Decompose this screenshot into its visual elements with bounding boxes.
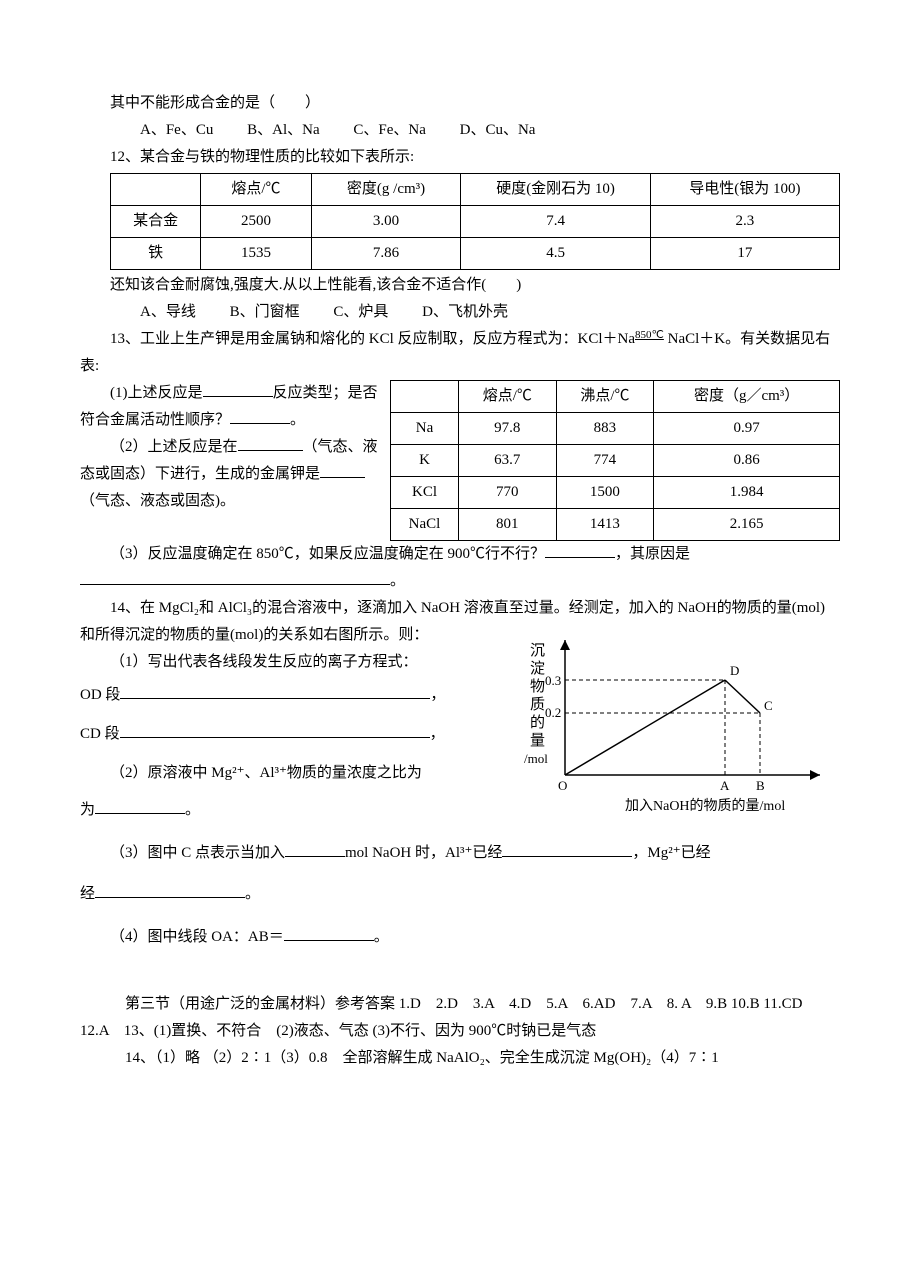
svg-text:B: B <box>756 778 765 793</box>
table-row: 某合金 2500 3.00 7.4 2.3 <box>111 206 840 238</box>
line-od <box>565 680 725 775</box>
blank <box>120 737 430 738</box>
table-row: KCl77015001.984 <box>391 477 840 509</box>
xlabel: 加入NaOH的物质的量/mol <box>625 798 785 814</box>
svg-text:0.2: 0.2 <box>545 705 561 720</box>
svg-text:淀: 淀 <box>530 660 545 677</box>
q14-p2b: 为。 <box>80 797 495 824</box>
q14-p1: （1）写出代表各线段发生反应的离子方程式： <box>80 649 495 676</box>
q14-p3: （3）图中 C 点表示当加入mol NaOH 时，Al³⁺已经，Mg²⁺已经 <box>80 840 840 867</box>
blank <box>545 557 615 558</box>
arrow-icon <box>560 640 570 650</box>
q11-opt-a: A、Fe、Cu <box>140 122 213 138</box>
q12-opt-d: D、飞机外壳 <box>422 304 508 320</box>
q14: 14、在 MgCl₂和 AlCl₃的混合溶液中，逐滴加入 NaOH 溶液直至过量… <box>80 595 840 824</box>
q11-opt-b: B、Al、Na <box>247 122 320 138</box>
table-row: 铁 1535 7.86 4.5 17 <box>111 238 840 270</box>
svg-text:O: O <box>558 778 567 793</box>
q11-opt-d: D、Cu、Na <box>460 122 536 138</box>
answers-line2: 14、（1）略 （2）2∶1（3）0.8 全部溶解生成 NaAlO₂、完全生成沉… <box>80 1045 840 1072</box>
q13-p3: （3）反应温度确定在 850℃，如果反应温度确定在 900℃行不行？，其原因是。 <box>80 541 840 595</box>
svg-text:D: D <box>730 663 739 678</box>
blank <box>285 856 345 857</box>
q12-line2: 还知该合金耐腐蚀,强度大.从以上性能看,该合金不适合作( ) <box>80 272 840 299</box>
blank <box>230 423 290 424</box>
blank <box>95 897 245 898</box>
svg-text:物: 物 <box>530 678 545 695</box>
q14-p2: （2）原溶液中 Mg²⁺、Al³⁺物质的量浓度之比为 <box>80 760 495 787</box>
table-row: 熔点/℃ 沸点/℃ 密度（g／cm³） <box>391 381 840 413</box>
blank <box>95 813 185 814</box>
blank <box>80 584 390 585</box>
q12-opt-a: A、导线 <box>140 304 196 320</box>
table-row: NaCl80114132.165 <box>391 509 840 541</box>
q12-table: 熔点/℃ 密度(g /cm³) 硬度(金刚石为 10) 导电性(银为 100) … <box>110 173 840 270</box>
q13-body: (1)上述反应是反应类型；是否符合金属活动性顺序？。 （2）上述反应是在（气态、… <box>80 380 840 541</box>
q14-p4: （4）图中线段 OA：AB＝。 <box>80 924 840 951</box>
answers-title: 第三节（用途广泛的金属材料）参考答案 <box>125 996 395 1012</box>
q13-p1: (1)上述反应是反应类型；是否符合金属活动性顺序？。 <box>80 380 390 434</box>
arrow-icon <box>810 770 820 780</box>
ylabel: 沉 <box>530 642 545 659</box>
q12-opt-c: C、炉具 <box>333 304 388 320</box>
q12-stem: 12、某合金与铁的物理性质的比较如下表所示: <box>80 144 840 171</box>
blank <box>203 396 273 397</box>
svg-text:C: C <box>764 698 773 713</box>
blank <box>238 450 303 451</box>
q12-opt-b: B、门窗框 <box>230 304 300 320</box>
q14-cd: CD 段， <box>80 721 495 748</box>
q14-p3-cont: 经。 <box>80 881 840 908</box>
svg-text:0.3: 0.3 <box>545 673 561 688</box>
q11-options: A、Fe、Cu B、Al、Na C、Fe、Na D、Cu、Na <box>80 117 840 144</box>
table-row: K63.77740.86 <box>391 445 840 477</box>
q11-stem: 其中不能形成合金的是（ ） <box>80 90 840 117</box>
q13-p2: （2）上述反应是在（气态、液态或固态）下进行，生成的金属钾是（气态、液态或固态)… <box>80 434 390 515</box>
q14-od: OD 段， <box>80 682 495 709</box>
q13-stem: 13、工业上生产钾是用金属钠和熔化的 KCl 反应制取，反应方程式为：KCl＋N… <box>80 326 840 380</box>
q13-table: 熔点/℃ 沸点/℃ 密度（g／cm³） Na97.88830.97 K63.77… <box>390 380 840 541</box>
blank <box>284 940 374 941</box>
blank <box>320 477 365 478</box>
svg-text:A: A <box>720 778 730 793</box>
blank <box>502 856 632 857</box>
svg-text:量: 量 <box>530 733 545 749</box>
answers: 第三节（用途广泛的金属材料）参考答案 1.D 2.D 3.A 4.D 5.A 6… <box>80 991 840 1072</box>
table-row: Na97.88830.97 <box>391 413 840 445</box>
q12-options: A、导线 B、门窗框 C、炉具 D、飞机外壳 <box>80 299 840 326</box>
svg-text:/mol: /mol <box>524 751 548 766</box>
q14-chart: 沉 淀 物 质 的 量 /mol 0.3 0.2 O A <box>510 625 840 825</box>
q11-opt-c: C、Fe、Na <box>353 122 426 138</box>
line-dc <box>725 680 760 713</box>
svg-text:的: 的 <box>530 714 545 731</box>
blank <box>120 698 430 699</box>
svg-text:质: 质 <box>530 696 545 713</box>
table-row: 熔点/℃ 密度(g /cm³) 硬度(金刚石为 10) 导电性(银为 100) <box>111 174 840 206</box>
